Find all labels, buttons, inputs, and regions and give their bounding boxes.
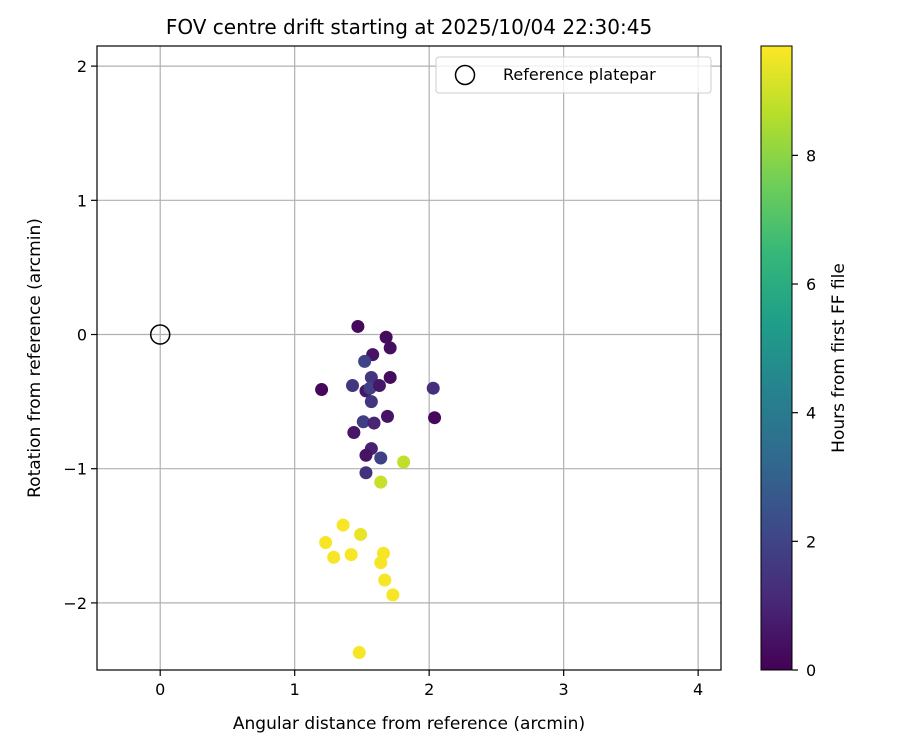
legend: Reference platepar: [435, 56, 712, 94]
colorbar-ticks: 0 2 4 6 8: [792, 146, 816, 680]
y-tick-label: 0: [77, 326, 87, 345]
y-tick-label: −2: [63, 594, 87, 613]
legend-label: Reference platepar: [503, 65, 656, 84]
x-tick-label: 1: [290, 680, 300, 699]
data-point: [372, 379, 386, 393]
data-point: [352, 646, 366, 660]
data-point: [319, 536, 333, 550]
plot-frame: [96, 45, 722, 671]
data-point: [356, 415, 370, 429]
x-axis-label: Angular distance from reference (arcmin): [233, 714, 585, 734]
grid: [97, 46, 721, 670]
y-tick-label: 2: [77, 57, 87, 76]
data-point: [354, 527, 368, 541]
x-tick-label: 2: [424, 680, 434, 699]
x-axis-ticks: 0 1 2 3 4: [155, 670, 703, 699]
data-point: [379, 330, 393, 344]
y-axis-ticks: −2 −1 0 1 2: [63, 57, 97, 613]
colorbar-label: Hours from first FF file: [829, 263, 849, 453]
data-point: [383, 341, 397, 355]
colorbar-tick-label: 6: [806, 275, 816, 294]
data-point: [367, 416, 381, 430]
colorbar-frame: [760, 45, 793, 671]
legend-box: [435, 56, 712, 94]
data-point: [347, 425, 361, 439]
data-point: [364, 395, 378, 409]
data-point: [358, 354, 372, 368]
data-point: [374, 475, 388, 489]
data-point: [336, 518, 350, 532]
x-tick-label: 0: [155, 680, 165, 699]
colorbar-tick-label: 2: [806, 532, 816, 551]
colorbar-tick-label: 4: [806, 404, 816, 423]
data-point: [383, 370, 397, 384]
data-point: [344, 548, 358, 562]
data-point: [359, 448, 373, 462]
data-point: [397, 455, 411, 469]
data-point: [327, 550, 341, 564]
data-point: [359, 466, 373, 480]
data-point: [386, 588, 400, 602]
colorbar-tick-label: 8: [806, 146, 816, 165]
colorbar: 0 2 4 6 8 Hours from first FF file: [760, 45, 849, 680]
colorbar-gradient: [761, 46, 792, 670]
data-points: [315, 319, 442, 660]
x-tick-label: 4: [693, 680, 703, 699]
data-point: [315, 383, 329, 397]
y-tick-label: −1: [63, 460, 87, 479]
chart-title: FOV centre drift starting at 2025/10/04 …: [166, 15, 652, 39]
reference-platepar-marker: [149, 324, 171, 345]
data-point: [351, 319, 365, 333]
data-point: [378, 573, 392, 587]
data-point: [374, 451, 388, 465]
y-axis-label: Rotation from reference (arcmin): [25, 218, 45, 498]
data-point: [346, 379, 360, 393]
data-point: [374, 556, 388, 570]
data-point: [428, 411, 442, 425]
x-tick-label: 3: [559, 680, 569, 699]
colorbar-tick-label: 0: [806, 661, 816, 680]
y-tick-label: 1: [77, 191, 87, 210]
legend-open-circle-icon: [454, 64, 476, 86]
data-point: [364, 370, 378, 384]
data-point: [426, 381, 440, 395]
data-point: [380, 409, 394, 423]
